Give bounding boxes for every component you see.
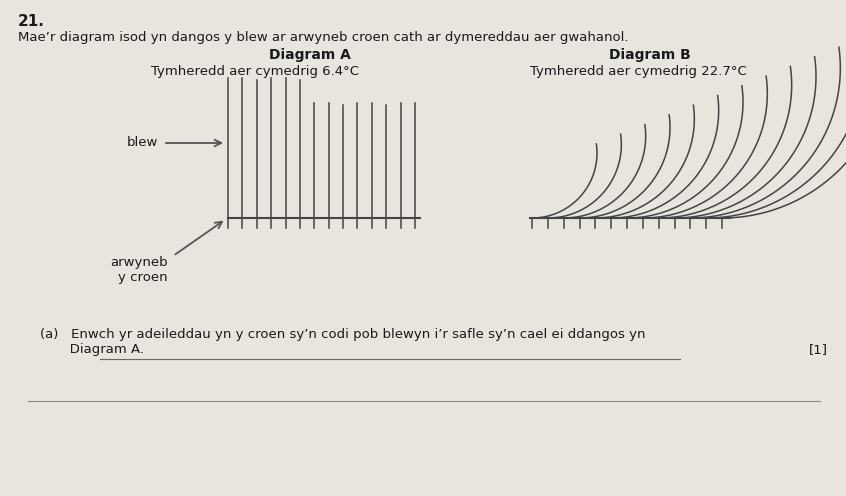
Text: Mae’r diagram isod yn dangos y blew ar arwyneb croen cath ar dymereddau aer gwah: Mae’r diagram isod yn dangos y blew ar a… — [18, 31, 629, 44]
Text: Tymheredd aer cymedrig 22.7°C: Tymheredd aer cymedrig 22.7°C — [530, 65, 746, 78]
Text: blew: blew — [127, 136, 158, 149]
Text: Tymheredd aer cymedrig 6.4°C: Tymheredd aer cymedrig 6.4°C — [151, 65, 359, 78]
Text: Diagram A.: Diagram A. — [40, 343, 144, 356]
Text: [1]: [1] — [809, 343, 828, 356]
Text: Diagram A: Diagram A — [269, 48, 351, 62]
Text: 21.: 21. — [18, 14, 45, 29]
Text: arwyneb
y croen: arwyneb y croen — [110, 256, 168, 284]
Text: (a)   Enwch yr adeileddau yn y croen sy’n codi pob blewyn i’r safle sy’n cael ei: (a) Enwch yr adeileddau yn y croen sy’n … — [40, 328, 645, 341]
Text: Diagram B: Diagram B — [609, 48, 691, 62]
